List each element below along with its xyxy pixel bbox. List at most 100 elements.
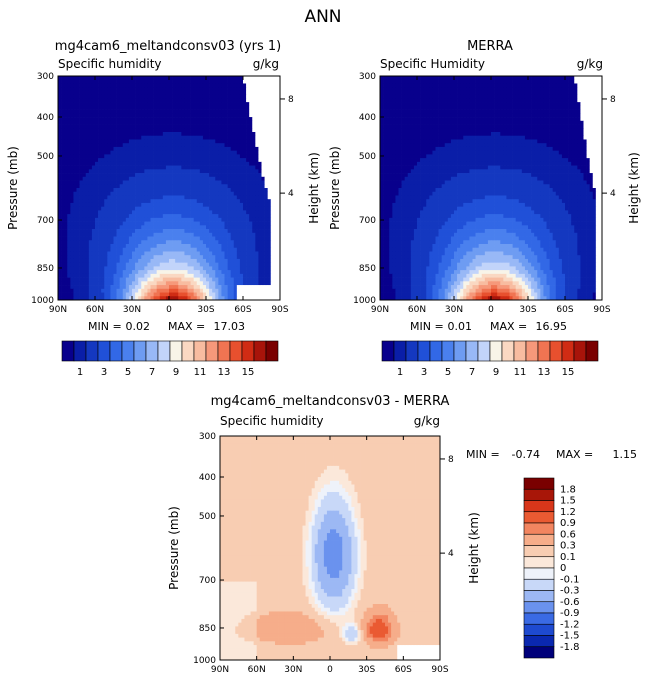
plot1-cell xyxy=(206,176,210,181)
plot1-cell xyxy=(258,143,262,148)
plot1-cell xyxy=(82,176,87,181)
plot1-cell xyxy=(150,154,154,159)
plot1-cell xyxy=(218,199,222,204)
plot2-cell xyxy=(386,83,390,88)
plot1-cell xyxy=(73,225,77,230)
plot2-cell xyxy=(417,79,421,84)
plot1-cell xyxy=(252,281,256,286)
plot1-cell xyxy=(61,79,65,84)
plot1-cell xyxy=(276,195,281,200)
plot1-cell xyxy=(144,98,148,103)
plot1-cell xyxy=(246,135,250,140)
plot1-cell xyxy=(221,113,225,118)
plot1-cell xyxy=(67,199,71,204)
plot1-cell xyxy=(267,206,272,211)
plot1-cell xyxy=(141,117,145,122)
plot1-cell xyxy=(128,247,133,252)
plot1-cell xyxy=(67,120,71,125)
plot1-cell xyxy=(227,273,232,278)
plot1-cell xyxy=(125,217,130,222)
plot1-cell xyxy=(215,277,219,282)
plot1-cell xyxy=(150,247,154,252)
plot2-cell xyxy=(546,98,550,103)
plot1-cell xyxy=(175,244,179,249)
plot1-cell xyxy=(79,94,84,99)
plot1-cell xyxy=(209,292,213,297)
plot1-cell xyxy=(181,135,185,140)
plot1-cell xyxy=(172,221,176,226)
plot1-cell xyxy=(267,210,272,215)
plot1-cell xyxy=(212,262,216,267)
plot1-cell xyxy=(230,135,235,140)
plot1-cell xyxy=(150,225,154,230)
plot1-cell xyxy=(85,188,90,193)
plot1-cell xyxy=(122,117,127,122)
plot1-cell xyxy=(264,79,269,84)
plot1-cell xyxy=(261,79,265,84)
plot1-cell xyxy=(141,184,145,189)
plot1-cell xyxy=(175,105,179,110)
plot1-cell xyxy=(58,221,62,226)
plot1-cell xyxy=(122,90,127,96)
plot1-cell xyxy=(224,236,228,241)
plot1-cell xyxy=(88,232,93,237)
plot1-cell xyxy=(91,217,96,222)
plot1-cell xyxy=(206,214,210,219)
plot1-cell xyxy=(184,202,188,208)
plot1-cell xyxy=(159,79,164,84)
plot1-cell xyxy=(227,109,232,114)
plot1-cell xyxy=(61,161,65,166)
plot1-cell xyxy=(239,128,244,133)
plot1-cell xyxy=(258,102,262,107)
plot2-cell xyxy=(506,79,510,84)
plot1-cell xyxy=(184,262,188,267)
plot1-cell xyxy=(165,128,170,133)
plot1-cell xyxy=(58,173,62,178)
plot1-cell xyxy=(249,165,253,170)
plot1-cell xyxy=(169,109,173,114)
plot1-cell xyxy=(122,120,127,125)
plot1-cell xyxy=(193,94,198,99)
plot1-cell xyxy=(202,255,207,260)
plot1-cell xyxy=(212,255,216,260)
plot1-cell xyxy=(116,270,121,275)
plot1-cell xyxy=(67,76,71,81)
plot1-cell xyxy=(128,251,133,256)
plot1-cell xyxy=(252,277,256,282)
plot1-cell xyxy=(267,217,272,222)
plot2-cell xyxy=(454,83,458,88)
plot1-cell xyxy=(190,128,195,133)
plot1-cell xyxy=(67,154,71,159)
plot1-cell xyxy=(95,83,99,88)
plot1-cell xyxy=(258,221,262,226)
plot2-cell xyxy=(380,83,384,88)
plot1-cell xyxy=(209,262,213,267)
plot2-cell xyxy=(484,83,489,88)
plot1-cell xyxy=(82,240,87,245)
plot1-cell xyxy=(135,83,139,88)
plot1-cell xyxy=(110,191,114,196)
plot2-cell xyxy=(555,98,560,103)
plot1-cell xyxy=(79,124,84,129)
plot2-cell xyxy=(549,87,554,92)
plot1-cell xyxy=(264,288,269,293)
plot1-cell xyxy=(255,105,259,110)
plot1-cell xyxy=(224,154,228,159)
plot1-cell xyxy=(104,277,108,282)
plot2-cell xyxy=(546,83,550,88)
plot1-cell xyxy=(273,292,278,297)
plot1-cell xyxy=(227,173,232,178)
plot1-cell xyxy=(107,210,111,215)
plot1-cell xyxy=(153,165,158,170)
plot1-cell xyxy=(125,132,130,137)
plot1-cell xyxy=(76,258,80,264)
plot1-cell xyxy=(156,281,161,286)
plot1-cell xyxy=(119,262,124,267)
plot1-cell xyxy=(230,132,235,137)
plot1-cell xyxy=(144,221,148,226)
plot1-cell xyxy=(190,98,195,103)
plot1-cell xyxy=(202,135,207,140)
plot1-cell xyxy=(276,188,281,193)
plot1-cell xyxy=(113,94,117,99)
plot2-cell xyxy=(491,83,495,88)
